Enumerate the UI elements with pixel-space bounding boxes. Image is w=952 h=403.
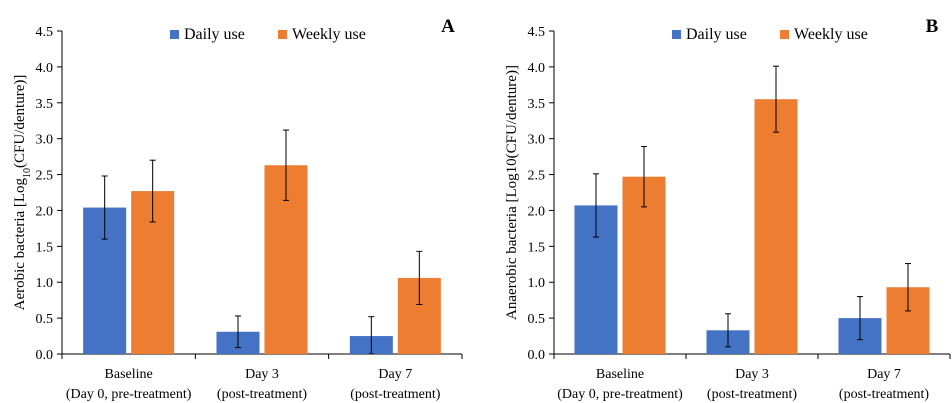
y-tick-label: 0.5: [528, 312, 546, 327]
x-tick-label: Day 3: [245, 367, 279, 382]
y-tick-label: 3.0: [36, 133, 54, 148]
y-tick-label: 4.5: [36, 25, 54, 40]
panel-label: B: [926, 16, 939, 37]
x-tick-label: Baseline: [105, 367, 153, 382]
bar-weekly: [754, 99, 798, 354]
panel-label: A: [441, 16, 455, 37]
legend-label-weekly: Weekly use: [794, 26, 868, 43]
y-tick-label: 2.0: [528, 204, 546, 219]
y-tick-label: 3.5: [528, 97, 546, 112]
legend-label-daily: Daily use: [686, 26, 747, 43]
legend-swatch-weekly: [780, 30, 789, 39]
y-tick-label: 4.0: [36, 61, 54, 76]
y-tick-label: 3.5: [36, 97, 54, 112]
legend-swatch-daily: [170, 30, 179, 39]
y-axis-label: Aerobic bacteria [Log10(CFU/denture)]: [12, 75, 33, 311]
y-tick-label: 1.0: [528, 276, 546, 291]
y-tick-label: 4.5: [528, 25, 546, 40]
y-tick-label: 1.5: [36, 240, 54, 255]
x-tick-label: (post-treatment): [707, 387, 798, 402]
y-tick-label: 2.0: [36, 204, 54, 219]
legend-label-daily: Daily use: [184, 26, 245, 43]
x-tick-label: Day 3: [735, 367, 769, 382]
legend-label-weekly: Weekly use: [292, 26, 366, 43]
x-tick-label: (Day 0, pre-treatment): [557, 387, 683, 402]
y-tick-label: 0.0: [36, 348, 54, 363]
y-tick-label: 0.0: [528, 348, 546, 363]
y-tick-label: 0.5: [36, 312, 54, 327]
x-tick-label: Day 7: [378, 367, 412, 382]
y-tick-label: 2.5: [36, 169, 54, 184]
x-tick-label: Baseline: [596, 367, 644, 382]
x-tick-label: Day 7: [867, 367, 901, 382]
x-tick-label: (post-treatment): [217, 387, 308, 402]
legend-swatch-daily: [672, 30, 681, 39]
y-tick-label: 1.5: [528, 240, 546, 255]
y-tick-label: 4.0: [528, 61, 546, 76]
x-tick-label: (post-treatment): [839, 387, 930, 402]
legend-swatch-weekly: [278, 30, 287, 39]
y-tick-label: 2.5: [528, 169, 546, 184]
y-tick-label: 1.0: [36, 276, 54, 291]
y-tick-label: 3.0: [528, 133, 546, 148]
x-tick-label: (post-treatment): [350, 387, 441, 402]
x-tick-label: (Day 0, pre-treatment): [66, 387, 192, 402]
y-axis-label: Anaerobic bacteria [Log10(CFU/denture)]: [504, 65, 520, 320]
